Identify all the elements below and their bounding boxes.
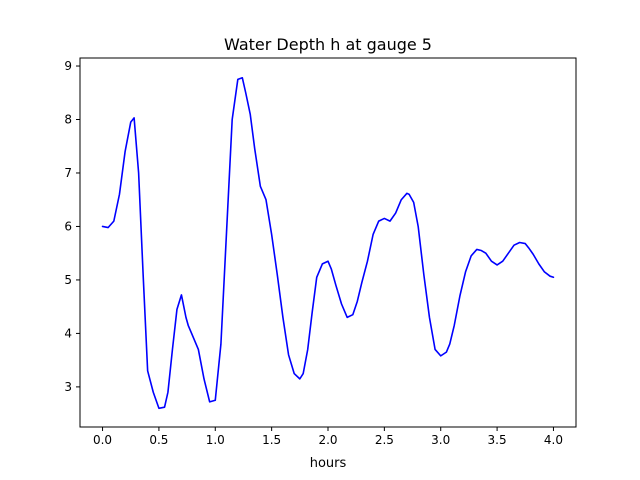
x-tick-label: 1.0	[206, 433, 225, 447]
y-tick-label: 6	[64, 219, 72, 233]
x-tick-label: 3.0	[431, 433, 450, 447]
y-axis: 3 4 5 6 7 8 9	[64, 59, 80, 394]
y-tick-label: 5	[64, 273, 72, 287]
y-tick-label: 9	[64, 59, 72, 73]
x-tick-label: 3.5	[488, 433, 507, 447]
x-axis: 0.0 0.5 1.0 1.5 2.0 2.5 3.0 3.5 4.0	[93, 427, 563, 447]
x-tick-label: 4.0	[544, 433, 563, 447]
chart-title: Water Depth h at gauge 5	[224, 35, 432, 54]
x-tick-label: 0.5	[149, 433, 168, 447]
y-tick-label: 3	[64, 380, 72, 394]
y-tick-label: 8	[64, 113, 72, 127]
x-tick-label: 1.5	[262, 433, 281, 447]
y-tick-label: 4	[64, 326, 72, 340]
series-group	[101, 76, 555, 410]
x-tick-label: 2.5	[375, 433, 394, 447]
y-tick-label: 7	[64, 166, 72, 180]
series-line-1	[101, 76, 555, 410]
x-tick-label: 2.0	[318, 433, 337, 447]
x-tick-label: 0.0	[93, 433, 112, 447]
x-axis-label: hours	[310, 456, 347, 471]
